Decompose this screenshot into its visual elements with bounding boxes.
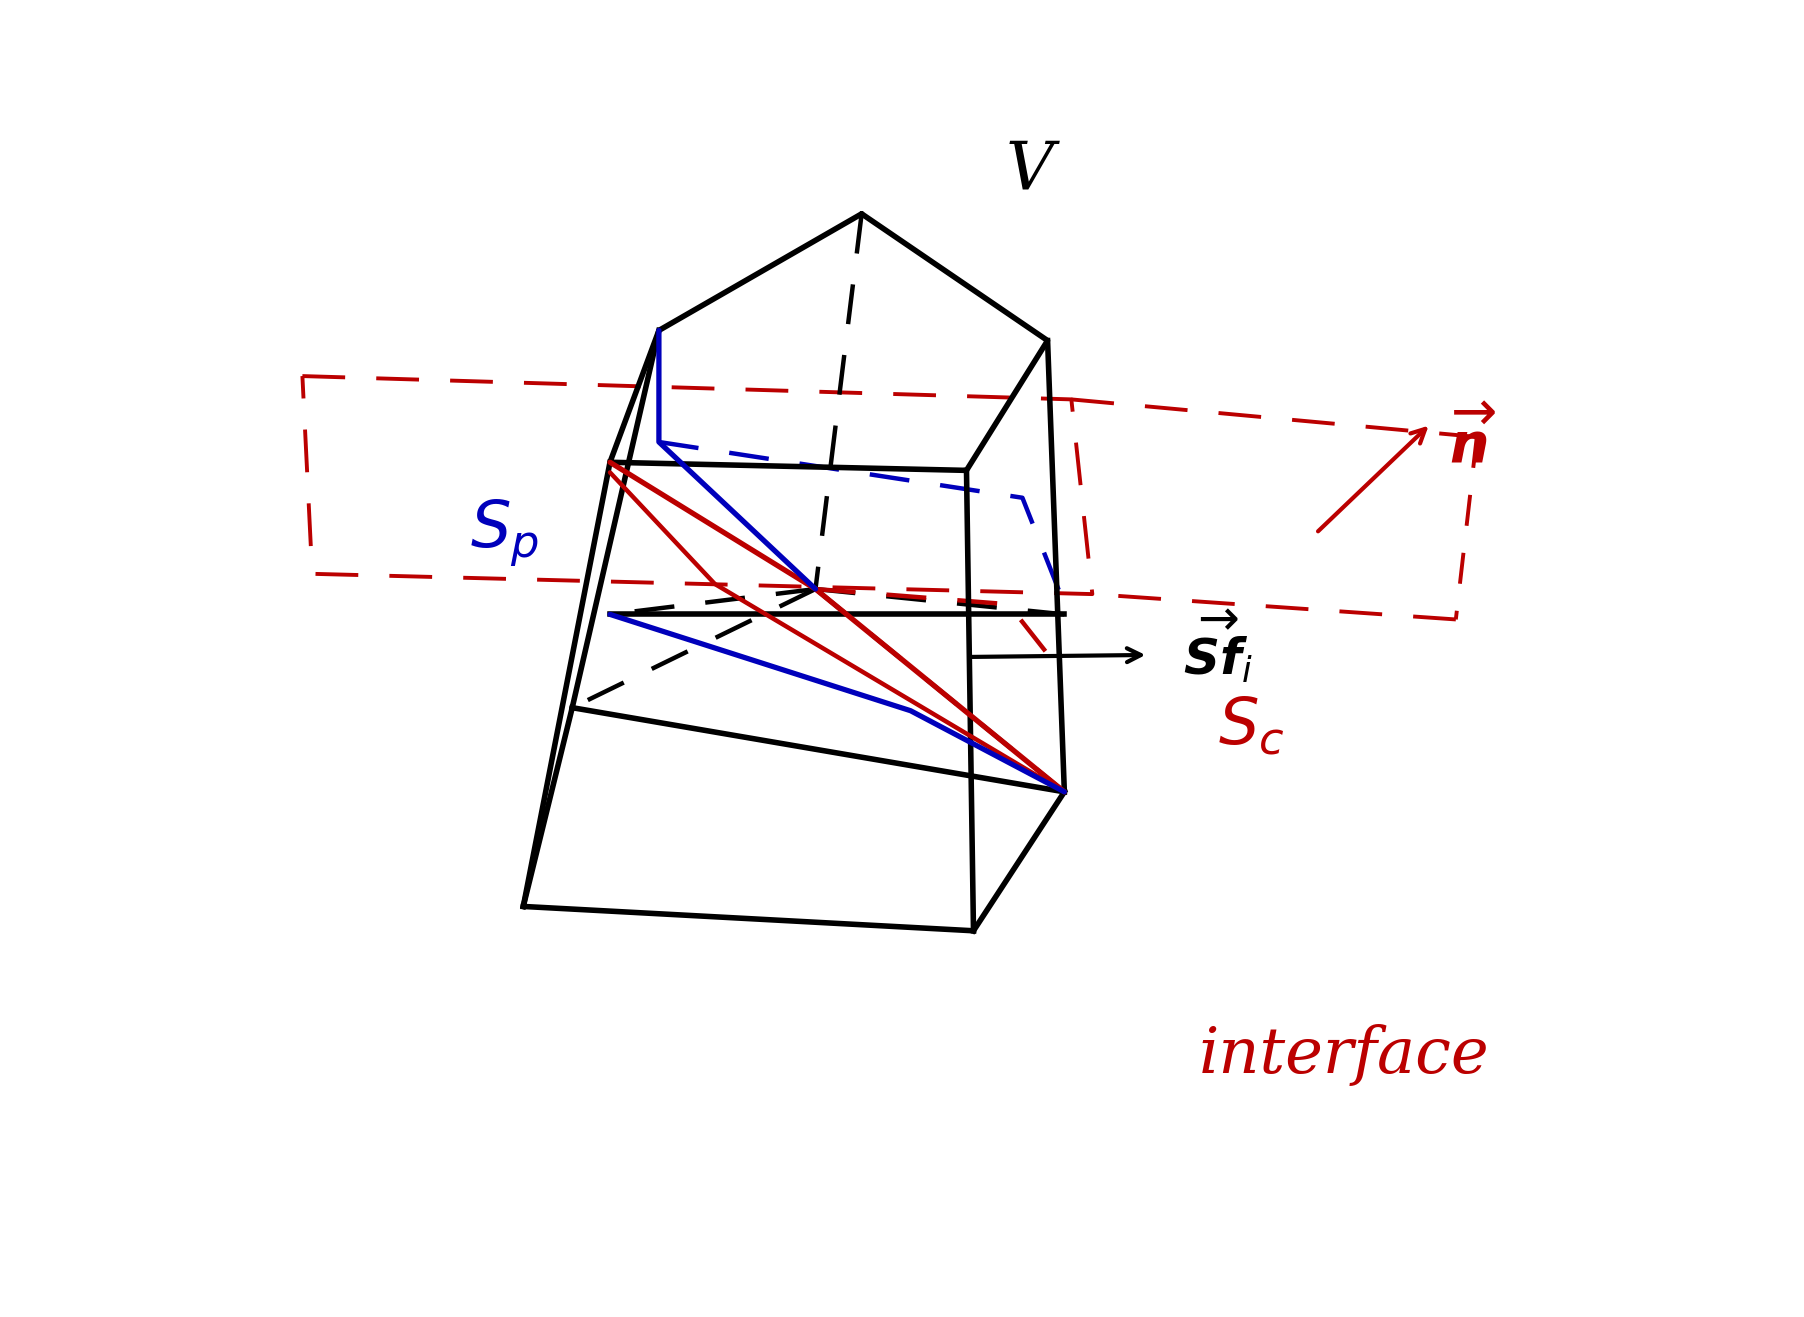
Text: $\boldsymbol{S_p}$: $\boldsymbol{S_p}$ [471, 498, 539, 569]
Text: $\boldsymbol{S_c}$: $\boldsymbol{S_c}$ [1218, 694, 1284, 757]
Text: V: V [1005, 138, 1054, 204]
Text: $\overrightarrow{\boldsymbol{Sf}}_i$: $\overrightarrow{\boldsymbol{Sf}}_i$ [1183, 608, 1254, 686]
Text: interface: interface [1198, 1025, 1490, 1087]
Text: $\overrightarrow{\boldsymbol{n}}$: $\overrightarrow{\boldsymbol{n}}$ [1449, 410, 1496, 475]
